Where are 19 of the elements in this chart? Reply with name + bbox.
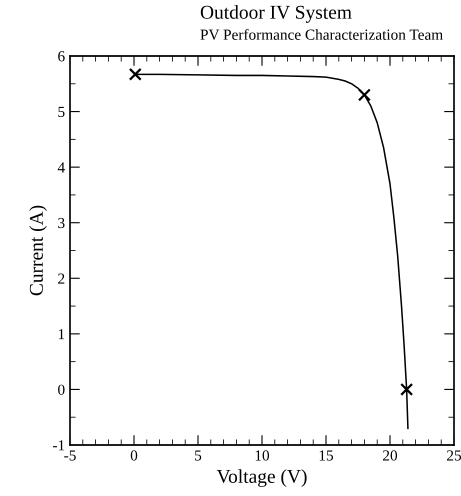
y-tick-label: 6	[58, 51, 65, 62]
x-tick-label: 0	[130, 450, 138, 461]
y-tick-label: 4	[58, 162, 65, 172]
x-axis-title: Voltage (V)	[216, 469, 307, 487]
y-tick-label: 1	[58, 329, 64, 340]
x-tick-label: 20	[383, 450, 398, 461]
x-tick-label: 5	[195, 450, 202, 461]
x-tick-label: 10	[256, 450, 270, 461]
y-axis-title: Current (A)	[29, 206, 47, 296]
y-tick-label: -1	[52, 440, 64, 450]
x-tick-label: 15	[320, 450, 334, 461]
x-tick-label: -5	[64, 450, 76, 461]
x-tick-label: 25	[447, 450, 461, 461]
y-tick-label: 2	[58, 273, 64, 284]
y-tick-label: 5	[58, 106, 65, 118]
chart-subtitle: PV Performance Characterization Team	[200, 28, 443, 40]
y-tick-label: 3	[58, 218, 65, 228]
y-tick-label: 0	[58, 384, 65, 395]
chart-title: Outdoor IV System	[200, 5, 352, 23]
